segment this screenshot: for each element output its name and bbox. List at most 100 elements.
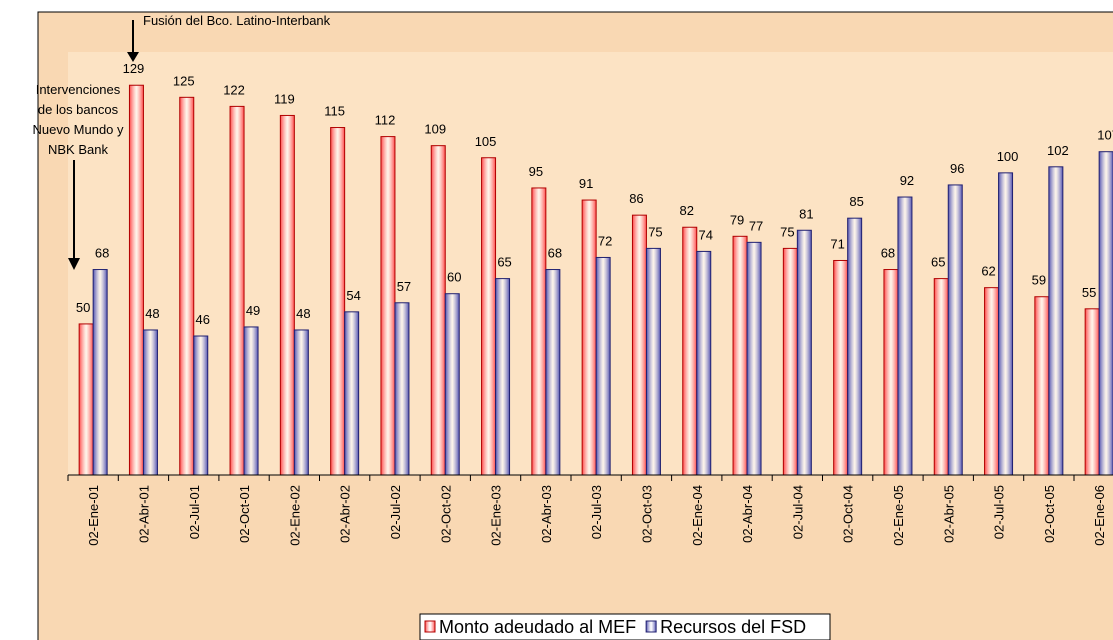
legend-box <box>419 613 831 640</box>
bar <box>847 217 863 476</box>
bar <box>933 278 949 476</box>
data-label: 95 <box>529 164 543 179</box>
annotation-line: Intervenciones <box>36 82 121 97</box>
legend-label: Monto adeudado al MEF <box>439 617 636 637</box>
annotation-line: de los bancos <box>38 102 119 117</box>
data-label: 48 <box>296 306 310 321</box>
annotation-line: Nuevo Mundo y <box>32 122 124 137</box>
x-tick-label: 02-Oct-04 <box>841 485 856 543</box>
data-label: 72 <box>598 233 612 248</box>
bar <box>796 229 812 476</box>
x-tick-label: 02-Abr-03 <box>539 485 554 543</box>
data-label: 68 <box>881 246 895 261</box>
bar <box>682 226 698 476</box>
data-label: 105 <box>475 134 497 149</box>
x-tick-label: 02-Abr-04 <box>740 485 755 543</box>
bar <box>495 278 511 476</box>
bar <box>78 323 94 476</box>
data-label: 75 <box>648 224 662 239</box>
data-label: 92 <box>900 173 914 188</box>
data-label: 109 <box>424 122 446 137</box>
data-label: 74 <box>699 227 713 242</box>
data-label: 81 <box>799 206 813 221</box>
annotation-arrowhead <box>127 52 139 62</box>
data-label: 55 <box>1082 285 1096 300</box>
legend-swatch <box>424 620 436 633</box>
bar <box>947 184 963 476</box>
x-tick-label: 02-Ene-01 <box>86 485 101 546</box>
data-label: 48 <box>145 306 159 321</box>
annotation-arrowhead <box>68 258 80 270</box>
bar <box>229 105 245 476</box>
bar <box>128 84 144 476</box>
bar <box>998 172 1014 476</box>
bar <box>782 247 798 476</box>
x-tick-label: 02-Ene-02 <box>287 485 302 546</box>
bar <box>142 329 158 476</box>
bar <box>293 329 309 476</box>
bar <box>1048 166 1064 476</box>
x-tick-label: 02-Ene-06 <box>1092 485 1107 546</box>
x-tick-label: 02-Oct-05 <box>1042 485 1057 543</box>
bar <box>92 269 108 476</box>
data-label: 65 <box>497 255 511 270</box>
annotation: Fusión del Bco. Latino-Interbank <box>143 13 331 28</box>
x-tick-label: 02-Abr-05 <box>941 485 956 543</box>
data-label: 119 <box>274 91 295 106</box>
x-tick-label: 02-Jul-02 <box>388 485 403 539</box>
data-label: 62 <box>981 264 995 279</box>
data-label: 65 <box>931 255 945 270</box>
annotation-line: NBK Bank <box>48 142 108 157</box>
data-label: 102 <box>1047 143 1069 158</box>
bar <box>531 187 547 476</box>
data-label: 85 <box>849 194 863 209</box>
bar <box>193 335 209 476</box>
bar <box>444 293 460 476</box>
data-label: 75 <box>780 224 794 239</box>
bar <box>243 326 259 476</box>
data-label: 71 <box>830 236 844 251</box>
bar <box>179 96 195 476</box>
bar <box>883 269 899 476</box>
bar <box>430 145 446 476</box>
x-tick-label: 02-Oct-03 <box>639 485 654 543</box>
bar <box>746 241 762 476</box>
x-tick-label: 02-Ene-03 <box>489 485 504 546</box>
x-tick-label: 02-Jul-03 <box>589 485 604 539</box>
data-label: 59 <box>1032 273 1046 288</box>
bar <box>330 127 346 476</box>
data-label: 49 <box>246 303 260 318</box>
bar <box>631 214 647 476</box>
bar <box>732 235 748 476</box>
data-label: 107 <box>1097 128 1113 143</box>
legend-swatch <box>645 620 657 633</box>
x-tick-label: 02-Jul-05 <box>992 485 1007 539</box>
data-label: 86 <box>629 191 643 206</box>
bar <box>1098 151 1113 476</box>
data-label: 82 <box>680 203 694 218</box>
data-label: 91 <box>579 176 593 191</box>
bar <box>545 269 561 476</box>
x-tick-label: 02-Oct-02 <box>438 485 453 543</box>
bar <box>581 199 597 476</box>
data-label: 100 <box>997 149 1019 164</box>
data-label: 50 <box>76 300 90 315</box>
data-label: 115 <box>324 104 345 119</box>
data-label: 68 <box>548 246 562 261</box>
bar <box>279 114 295 476</box>
data-label: 79 <box>730 212 744 227</box>
x-tick-label: 02-Ene-05 <box>891 485 906 546</box>
data-label: 54 <box>346 288 360 303</box>
bar <box>645 247 661 476</box>
bar <box>1084 308 1100 476</box>
data-label: 68 <box>95 246 109 261</box>
data-label: 112 <box>375 113 396 128</box>
data-label: 125 <box>173 73 195 88</box>
bar <box>897 196 913 476</box>
bar <box>696 250 712 476</box>
bar <box>1034 296 1050 476</box>
x-tick-label: 02-Jul-04 <box>790 485 805 539</box>
bar <box>595 256 611 476</box>
bar <box>481 157 497 476</box>
annotation-block: Intervenciones de los bancos Nuevo Mundo y… <box>32 82 124 157</box>
